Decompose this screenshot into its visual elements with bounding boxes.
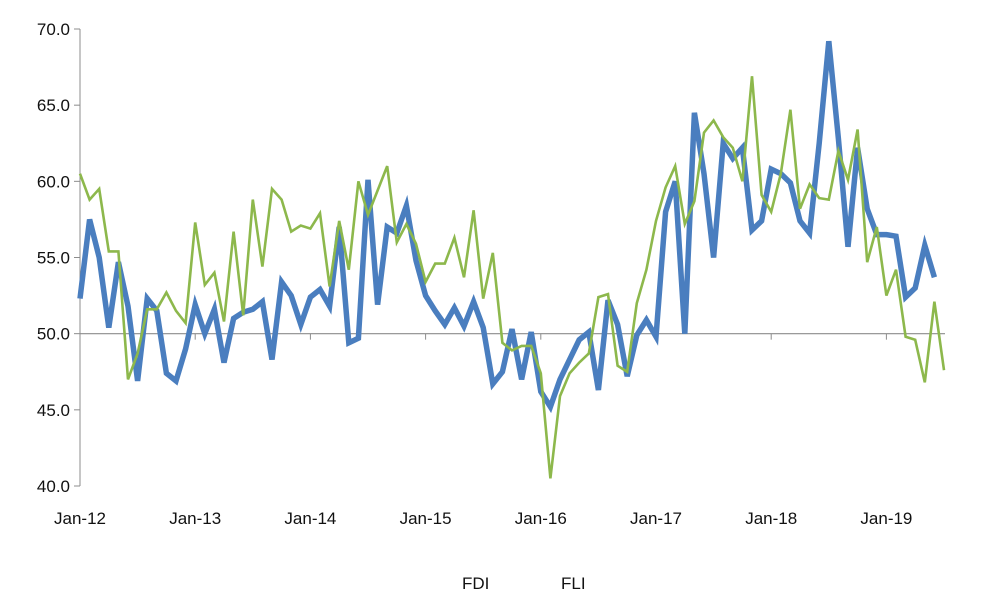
x-tick-label: Jan-18 bbox=[745, 509, 797, 528]
y-tick-label: 40.0 bbox=[37, 477, 70, 496]
y-tick-label: 55.0 bbox=[37, 249, 70, 268]
x-tick-label: Jan-15 bbox=[400, 509, 452, 528]
x-tick-label: Jan-13 bbox=[169, 509, 221, 528]
legend: FDI FLI bbox=[462, 574, 586, 593]
y-tick-label: 50.0 bbox=[37, 325, 70, 344]
y-tick-label: 45.0 bbox=[37, 401, 70, 420]
x-tick-label: Jan-17 bbox=[630, 509, 682, 528]
x-tick-label: Jan-14 bbox=[284, 509, 336, 528]
x-tick-label: Jan-19 bbox=[860, 509, 912, 528]
series-line-fli bbox=[78, 76, 946, 479]
x-tick-label: Jan-16 bbox=[515, 509, 567, 528]
x-tick-label: Jan-12 bbox=[54, 509, 106, 528]
y-tick-label: 60.0 bbox=[37, 172, 70, 191]
x-axis-ticks: Jan-12 Jan-13 Jan-14 Jan-15 Jan-16 Jan-17 Jan-… bbox=[54, 333, 912, 528]
legend-item-fdi: FDI bbox=[462, 574, 489, 593]
y-tick-label: 65.0 bbox=[37, 96, 70, 115]
y-axis-ticks: 40.0 45.0 50.0 55.0 60.0 65.0 70.0 bbox=[37, 20, 80, 496]
series-lines bbox=[77, 40, 946, 479]
series-line-fdi bbox=[77, 40, 938, 414]
y-tick-label: 70.0 bbox=[37, 20, 70, 39]
legend-item-fli: FLI bbox=[561, 574, 586, 593]
